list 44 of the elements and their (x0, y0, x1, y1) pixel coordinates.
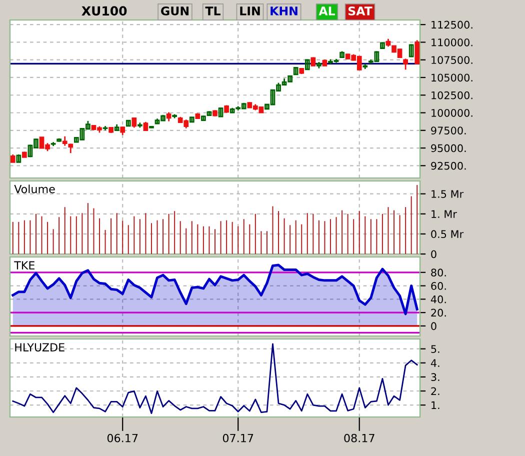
text: GUN (161, 6, 188, 16)
y-tick-label: 60. (431, 282, 446, 290)
y-tick-label: 4. (430, 359, 440, 367)
y-tick-label: 107500. (432, 56, 472, 64)
text: KHN (270, 6, 298, 16)
x-tick-label: 08.17 (344, 434, 374, 442)
candlestick (414, 39, 420, 65)
candlestick (166, 112, 172, 122)
chart-title: Volume (14, 184, 55, 194)
y-tick-label: 102500. (432, 91, 472, 100)
y-tick-label: 110000. (432, 38, 472, 46)
text: AL (318, 6, 336, 16)
text: SAT (348, 6, 372, 16)
candlestick (408, 44, 414, 58)
y-tick-label: 112500. (432, 20, 472, 29)
line-series (12, 343, 418, 414)
y-tick-label: 105000. (432, 74, 472, 82)
x-tick-label: 07.17 (222, 434, 254, 442)
y-tick-label: 3. (431, 373, 440, 382)
y-tick-label: 80. (431, 268, 446, 277)
candlestick (403, 58, 408, 70)
chart-title: XU100 (82, 6, 127, 16)
y-tick-label: 100000. (432, 108, 472, 117)
chart-title: TKE (14, 261, 34, 270)
y-tick-label: 95000. (431, 144, 466, 152)
y-tick-label: 1.5 Mr (432, 190, 464, 198)
candlestick (304, 58, 310, 70)
y-tick-label: 0 (431, 322, 436, 330)
text: TL (205, 6, 220, 16)
candlestick (132, 116, 137, 128)
y-tick-label: 0.5 Mr (431, 230, 464, 238)
y-tick-label: 92500. (431, 162, 466, 170)
y-tick-label: 1. (432, 401, 440, 410)
y-tick-label: 40. (430, 295, 446, 304)
chart-title: HLYUZDE (15, 343, 64, 352)
x-tick-label: 06.17 (107, 434, 138, 442)
y-tick-label: 1. Mr (432, 210, 457, 218)
y-tick-label: 0 (431, 250, 436, 258)
y-tick-label: 5. (431, 345, 440, 353)
text: LIN (240, 6, 260, 16)
y-tick-label: 97500. (431, 126, 466, 134)
candlestick (218, 107, 224, 118)
y-tick-label: 20. (431, 308, 446, 317)
y-tick-label: 2. (431, 387, 440, 395)
